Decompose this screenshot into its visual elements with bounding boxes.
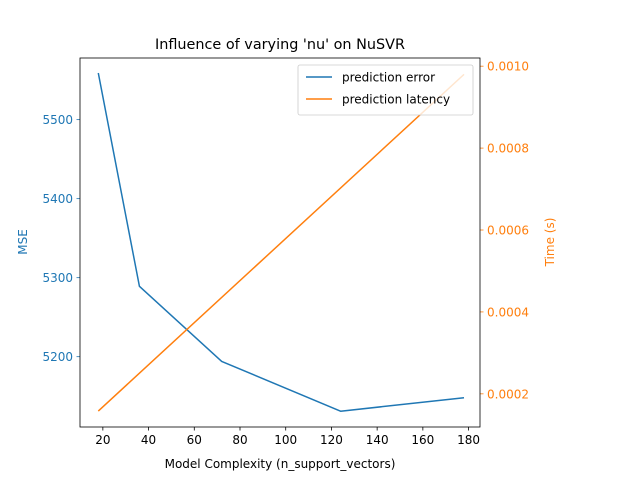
legend-label: prediction error [342,71,435,85]
x-axis-label: Model Complexity (n_support_vectors) [165,457,396,471]
x-tick-label: 180 [457,433,480,447]
series-line-prediction-latency [97,73,465,412]
y-left-tick-label: 5400 [42,192,73,206]
chart-title: Influence of varying 'nu' on NuSVR [155,37,405,53]
legend-box [297,64,474,116]
y-right-tick-label: 0.0006 [487,224,529,238]
x-tick-label: 60 [187,433,202,447]
y-right-tick-label: 0.0010 [487,60,529,74]
x-axis: 20 40 60 80 100 120 140 160 180 [95,427,480,447]
y-right-tick-label: 0.0004 [487,305,529,319]
x-tick-label: 140 [366,433,389,447]
y-right-tick-label: 0.0008 [487,142,529,156]
legend: prediction error prediction latency [297,64,474,116]
plot-frame [79,57,481,428]
x-tick-label: 20 [95,433,110,447]
x-tick-label: 120 [320,433,343,447]
y-axis-left-label: MSE [16,229,30,255]
y-axis-left: 5200 5300 5400 5500 [42,113,80,364]
x-tick-label: 40 [141,433,156,447]
y-left-tick-label: 5500 [42,113,73,127]
x-tick-label: 160 [411,433,434,447]
y-axis-right-label: Time (s) [543,218,557,268]
x-tick-label: 100 [274,433,297,447]
y-left-tick-label: 5300 [42,271,73,285]
x-tick-label: 80 [232,433,247,447]
legend-label: prediction latency [342,93,450,107]
series-line-prediction-error [97,72,465,412]
y-right-tick-label: 0.0002 [487,387,529,401]
series-layer [97,72,465,412]
y-axis-right: 0.0002 0.0004 0.0006 0.0008 0.0010 [480,60,529,401]
y-left-tick-label: 5200 [42,350,73,364]
